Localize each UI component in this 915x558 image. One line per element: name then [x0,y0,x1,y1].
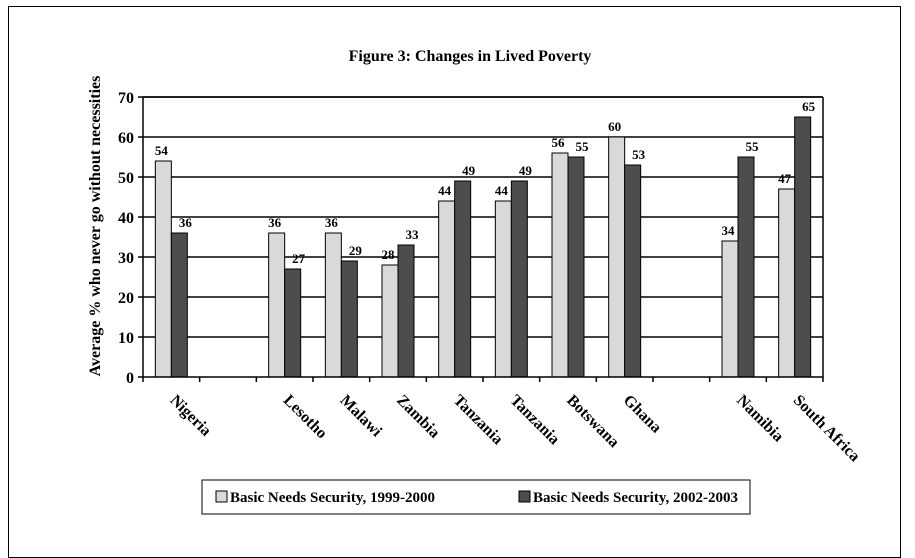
data-label: 60 [608,119,621,134]
data-label: 65 [802,99,816,114]
bar-2002-2003 [397,244,415,378]
y-tick-label: 60 [118,130,134,147]
x-tick-label: Lesotho [280,392,330,442]
data-label: 49 [462,163,476,178]
axes [142,96,824,382]
bar-1999-2000 [154,160,172,378]
bar-2002-2003 [624,164,642,378]
legend-swatch-1999 [215,490,228,503]
bar-2002-2003 [454,180,472,378]
legend-label-1999: Basic Needs Security, 1999-2000 [230,490,435,506]
legend-swatch-2002 [518,490,531,503]
data-label: 44 [438,183,452,198]
y-tick-label: 50 [118,170,134,187]
bar-1999-2000 [721,240,739,378]
bar-2002-2003 [510,180,528,378]
bar-2002-2003 [794,116,812,378]
data-label: 44 [495,183,509,198]
x-tick-label: Nigeria [167,392,215,440]
data-label: 47 [778,171,792,186]
data-label: 36 [179,215,193,230]
y-tick-label: 70 [118,90,134,107]
y-axis-label: Average % who never go without necessiti… [87,76,104,377]
x-tick-label: Botswana [563,392,622,451]
bar-1999-2000 [494,200,512,378]
data-labels: 54 36 36 27 36 29 28 33 44 49 44 49 56 55 60 53 34 55 47 65 [155,99,816,266]
y-tick-label: 0 [126,370,134,387]
bar-2002-2003 [340,260,358,378]
bar-1999-2000 [381,264,399,378]
gridlines [143,96,823,338]
data-label: 28 [382,247,396,262]
bar-1999-2000 [268,232,286,378]
x-tick-label: Zambia [393,392,443,442]
x-tick-label: South Africa [790,392,863,465]
y-tick-label: 10 [118,330,134,347]
x-tick-label: Ghana [620,392,665,437]
x-tick-label: Namibia [733,392,787,446]
data-label: 34 [722,223,736,238]
bar-2002-2003 [567,156,585,378]
legend-box [201,479,751,515]
data-label: 55 [576,139,590,154]
x-tick-label: Tanzania [450,392,506,448]
y-tick-label: 20 [118,290,134,307]
y-tick-label: 30 [118,250,134,267]
data-label: 49 [519,163,533,178]
bar-2002-2003 [284,268,302,378]
bar-1999-2000 [551,152,569,378]
x-tick-label: Tanzania [507,392,563,448]
data-label: 33 [406,227,420,242]
bars [154,116,812,378]
chart-title: Figure 3: Changes in Lived Poverty [349,48,592,65]
y-tick-label: 40 [118,210,134,227]
data-label: 54 [155,143,169,158]
data-label: 36 [325,215,339,230]
bar-2002-2003 [170,232,188,378]
x-tick-label: Malawi [337,392,386,441]
legend: Basic Needs Security, 1999-2000 Basic Ne… [201,479,751,515]
legend-label-2002: Basic Needs Security, 2002-2003 [533,490,738,506]
bar-1999-2000 [778,188,796,378]
data-label: 36 [268,215,282,230]
data-label: 53 [632,147,646,162]
data-label: 56 [552,135,566,150]
data-label: 27 [292,251,306,266]
bar-1999-2000 [324,232,342,378]
data-label: 55 [746,139,760,154]
bar-1999-2000 [438,200,456,378]
x-tick-labels: Nigeria Lesotho Malawi Zambia Tanzania Tanzan… [167,392,864,465]
y-tick-labels: 0 10 20 30 40 50 60 70 [118,90,143,387]
bar-2002-2003 [737,156,755,378]
bar-1999-2000 [608,136,626,378]
data-label: 29 [349,243,363,258]
